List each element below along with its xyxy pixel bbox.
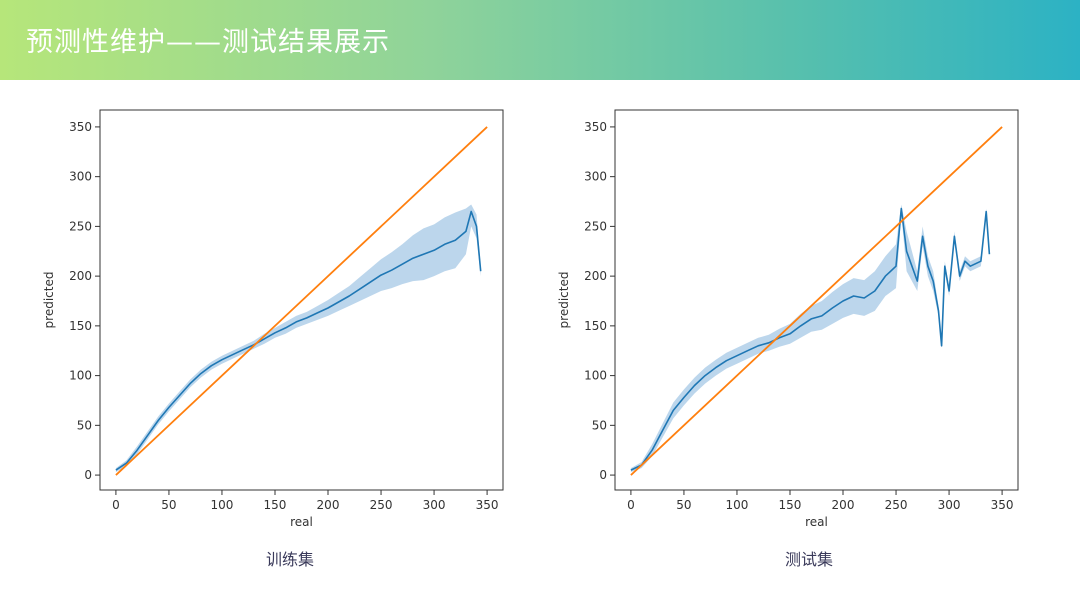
test-y-tick-label: 0 <box>599 468 607 482</box>
test-prediction-chart: 0 50 100 150 200 250 300 350 0 50 100 150 200 250 300 3… <box>557 109 1019 529</box>
train-x-tick-label: 300 <box>423 498 446 512</box>
test-x-tick-label: 150 <box>779 498 802 512</box>
test-y-tick-label: 250 <box>584 219 607 233</box>
train-x-tick-label: 350 <box>476 498 499 512</box>
test-x-tick-label: 300 <box>938 498 961 512</box>
test-x-tick-label: 200 <box>832 498 855 512</box>
test-y-tick-label: 100 <box>584 369 607 383</box>
train-x-tick-label: 0 <box>112 498 120 512</box>
test-y-tick-label: 50 <box>592 418 607 432</box>
train-prediction-chart: 0 50 100 150 200 250 300 350 0 50 100 150 200 250 300 3… <box>42 109 504 529</box>
test-y-axis-label: predicted <box>557 272 571 329</box>
train-y-axis-label: predicted <box>42 272 56 329</box>
header-banner: 预测性维护——测试结果展示 <box>0 0 1080 80</box>
train-y-tick-label: 250 <box>69 219 92 233</box>
test-y-tick-label: 200 <box>584 269 607 283</box>
test-x-tick-label: 100 <box>726 498 749 512</box>
test-x-tick-label: 0 <box>627 498 635 512</box>
train-x-tick-label: 150 <box>264 498 287 512</box>
test-y-tick-label: 350 <box>584 120 607 134</box>
train-y-tick-label: 150 <box>69 319 92 333</box>
test-x-tick-label: 250 <box>885 498 908 512</box>
train-y-tick-label: 0 <box>84 468 92 482</box>
train-y-tick-label: 200 <box>69 269 92 283</box>
train-prediction-line <box>115 210 482 471</box>
train-x-tick-label: 100 <box>211 498 234 512</box>
page-title: 预测性维护——测试结果展示 <box>26 27 390 58</box>
train-y-tick-label: 100 <box>69 369 92 383</box>
train-caption: 训练集 <box>266 550 315 569</box>
train-x-tick-label: 200 <box>317 498 340 512</box>
train-x-tick-label: 250 <box>370 498 393 512</box>
train-y-tick-label: 300 <box>69 170 92 184</box>
test-prediction-line <box>630 207 991 471</box>
test-y-tick-label: 150 <box>584 319 607 333</box>
train-y-tick-label: 350 <box>69 120 92 134</box>
test-caption: 测试集 <box>785 550 834 569</box>
test-x-tick-label: 50 <box>676 498 691 512</box>
train-y-tick-label: 50 <box>77 418 92 432</box>
train-x-axis-label: real <box>290 515 313 529</box>
train-x-tick-label: 50 <box>161 498 176 512</box>
test-y-tick-label: 300 <box>584 170 607 184</box>
test-x-axis-label: real <box>805 515 828 529</box>
test-identity-line <box>630 126 1003 476</box>
test-x-tick-label: 350 <box>991 498 1014 512</box>
train-identity-line <box>115 126 488 476</box>
